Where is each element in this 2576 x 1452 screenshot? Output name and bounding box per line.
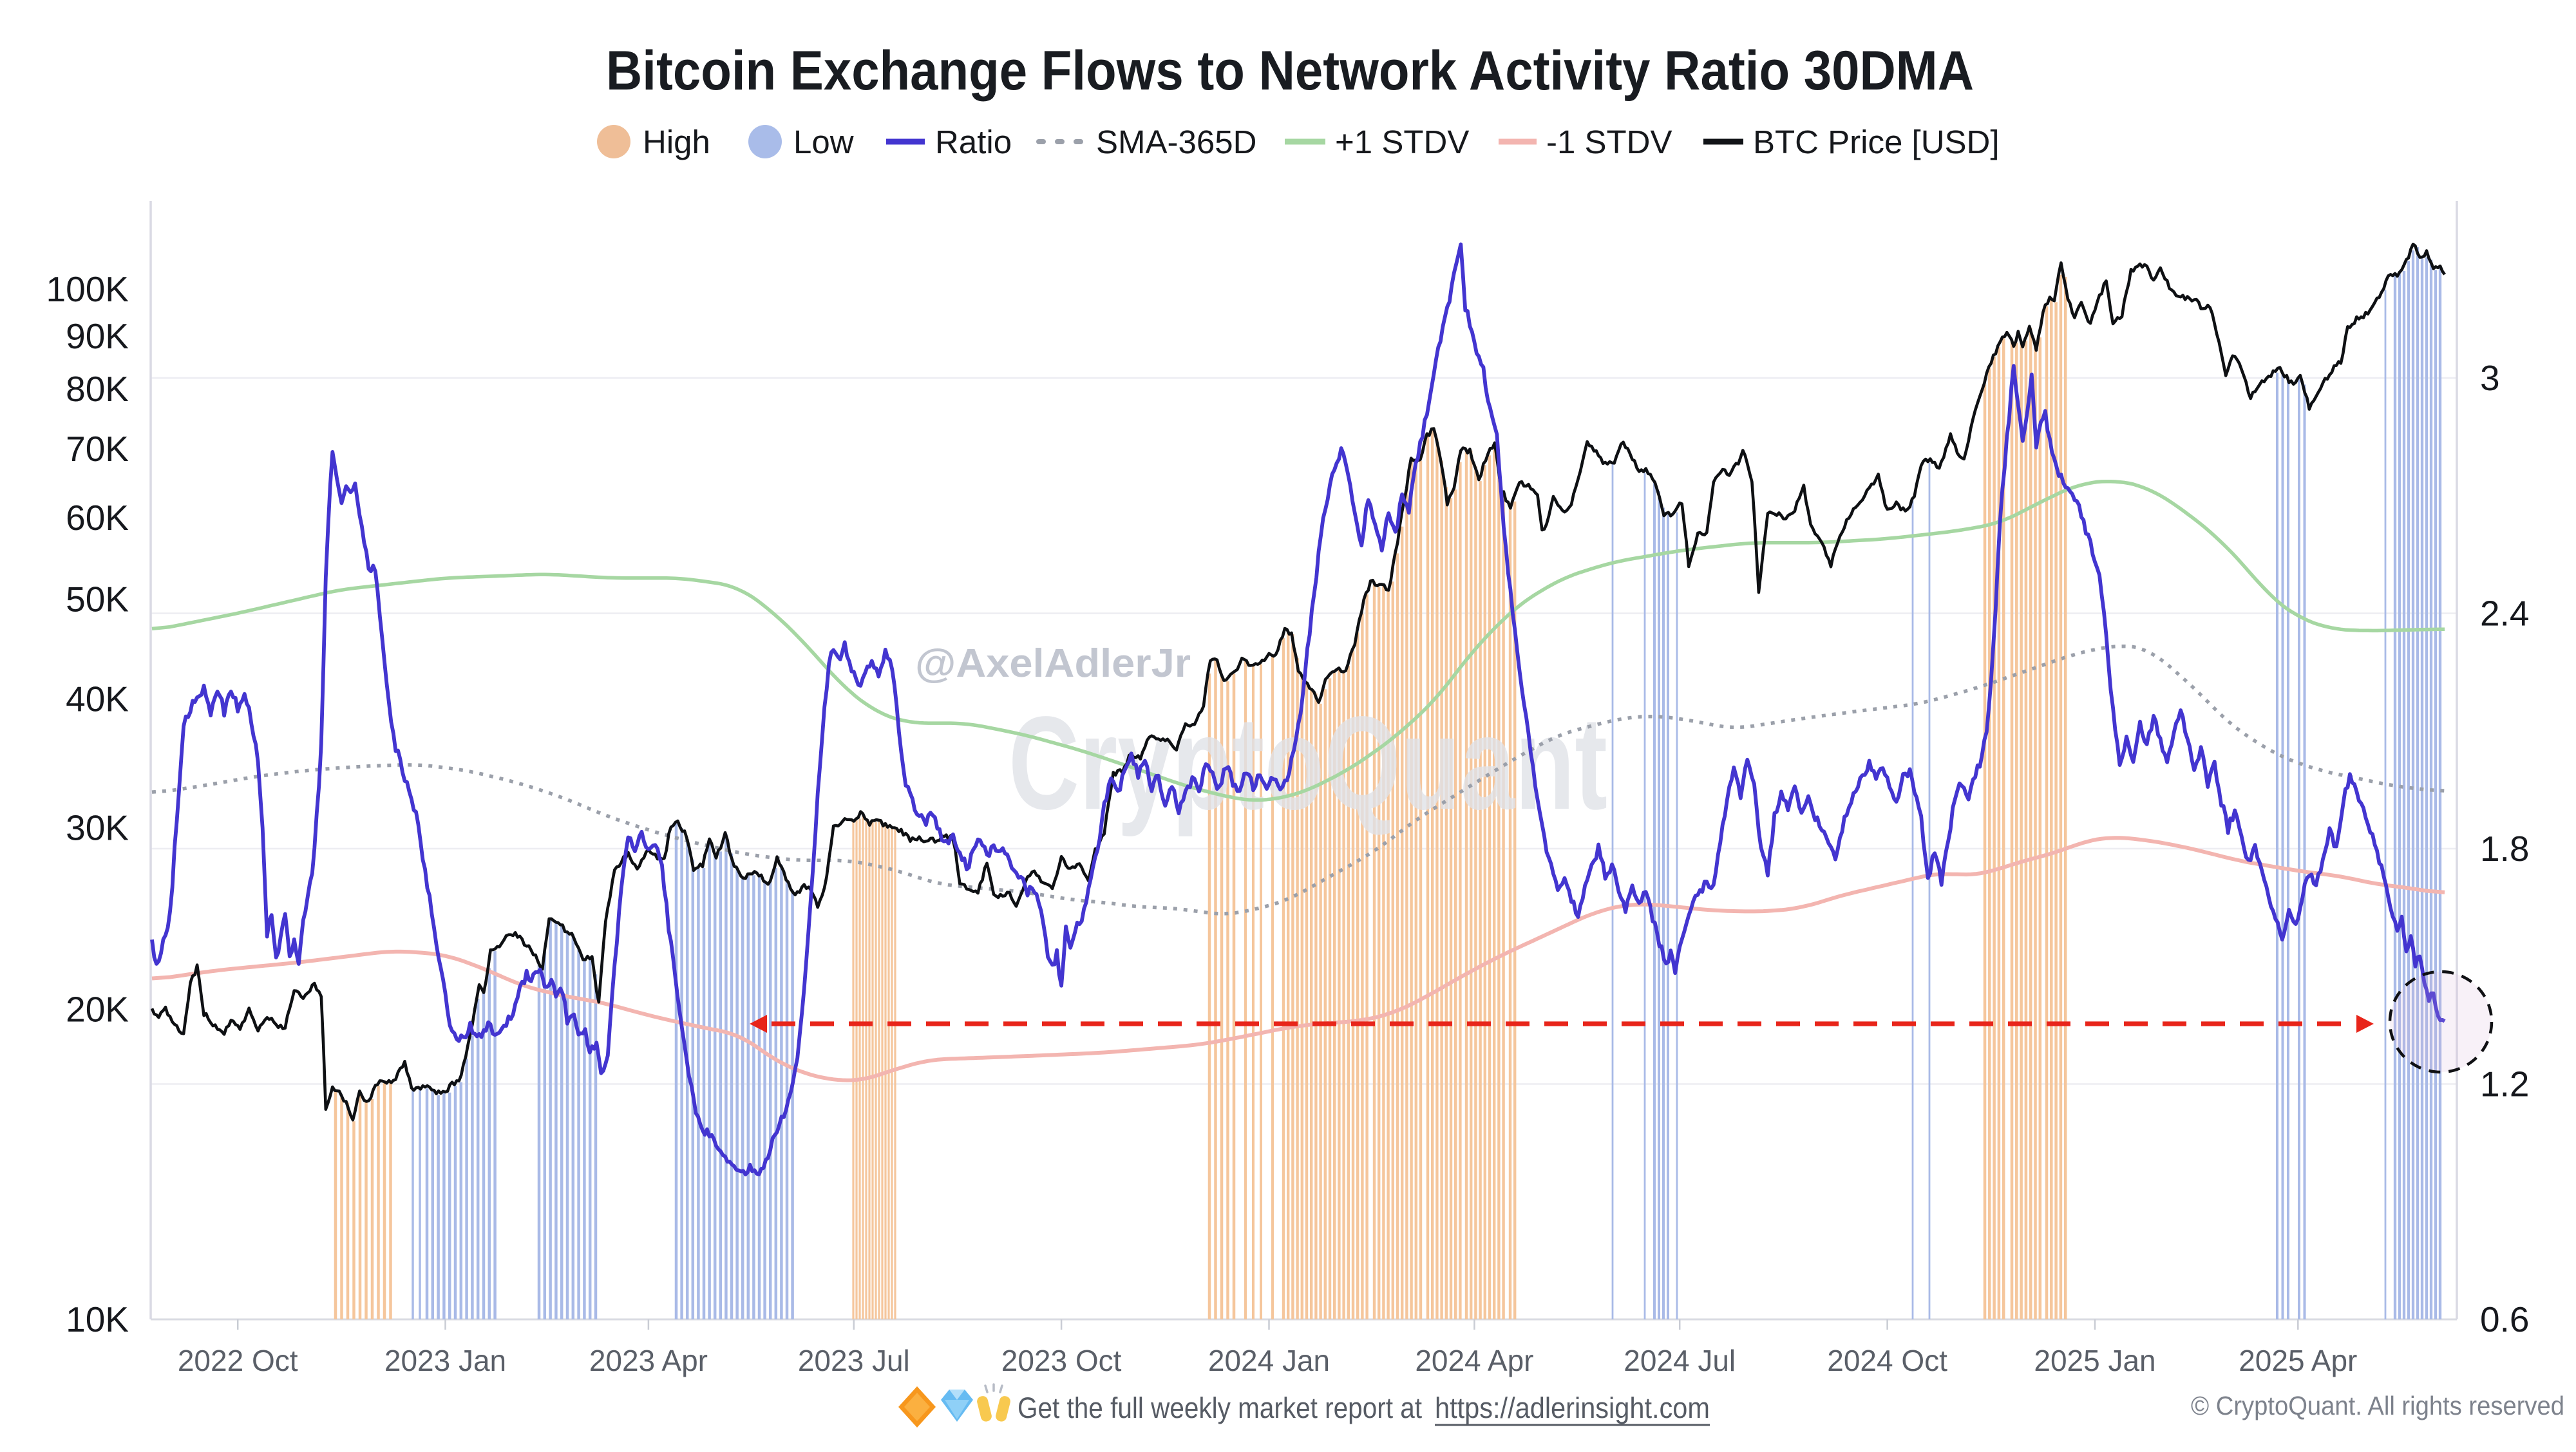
- svg-text:SMA-365D: SMA-365D: [1096, 124, 1256, 160]
- svg-text:70K: 70K: [66, 429, 129, 469]
- svg-text:https://adlerinsight.com: https://adlerinsight.com: [1435, 1391, 1710, 1424]
- svg-text:2023 Oct: 2023 Oct: [1001, 1344, 1122, 1377]
- svg-text:Ratio: Ratio: [935, 124, 1012, 160]
- svg-text:2024 Apr: 2024 Apr: [1415, 1344, 1533, 1377]
- svg-text:20K: 20K: [66, 989, 129, 1029]
- svg-text:BTC Price [USD]: BTC Price [USD]: [1753, 124, 2000, 160]
- svg-text:2.4: 2.4: [2480, 594, 2529, 634]
- svg-text:2024 Jan: 2024 Jan: [1208, 1344, 1330, 1377]
- svg-text:90K: 90K: [66, 316, 129, 356]
- svg-text:2023 Jul: 2023 Jul: [798, 1344, 910, 1377]
- svg-text:10K: 10K: [66, 1299, 129, 1339]
- svg-text:2024 Jul: 2024 Jul: [1624, 1344, 1736, 1377]
- svg-text:2024 Oct: 2024 Oct: [1827, 1344, 1947, 1377]
- svg-text:2025 Apr: 2025 Apr: [2239, 1344, 2357, 1377]
- svg-text:-1 STDV: -1 STDV: [1546, 124, 1672, 160]
- svg-text:1.2: 1.2: [2480, 1064, 2529, 1104]
- svg-text:30K: 30K: [66, 808, 129, 848]
- svg-text:2022 Oct: 2022 Oct: [178, 1344, 298, 1377]
- svg-text:2023 Apr: 2023 Apr: [589, 1344, 708, 1377]
- svg-text:Bitcoin Exchange Flows to Netw: Bitcoin Exchange Flows to Network Activi…: [606, 40, 1974, 102]
- svg-text:50K: 50K: [66, 580, 129, 619]
- svg-text:60K: 60K: [66, 498, 129, 538]
- svg-text:CryptoQuant: CryptoQuant: [1009, 689, 1607, 837]
- svg-text:+1 STDV: +1 STDV: [1335, 124, 1469, 160]
- svg-text:80K: 80K: [66, 369, 129, 409]
- svg-text:High: High: [643, 124, 710, 160]
- svg-text:@AxelAdlerJr: @AxelAdlerJr: [915, 641, 1191, 686]
- svg-text:100K: 100K: [46, 269, 129, 309]
- svg-text:1.8: 1.8: [2480, 829, 2529, 869]
- svg-text:Get the full weekly market rep: Get the full weekly market report at: [1018, 1391, 1422, 1424]
- svg-text:2023 Jan: 2023 Jan: [384, 1344, 506, 1377]
- svg-text:0.6: 0.6: [2480, 1299, 2529, 1339]
- svg-text:© CryptoQuant. All rights rese: © CryptoQuant. All rights reserved: [2191, 1391, 2564, 1420]
- svg-text:2025 Jan: 2025 Jan: [2034, 1344, 2155, 1377]
- svg-text:3: 3: [2480, 358, 2500, 398]
- svg-text:Low: Low: [793, 124, 854, 160]
- svg-text:40K: 40K: [66, 679, 129, 719]
